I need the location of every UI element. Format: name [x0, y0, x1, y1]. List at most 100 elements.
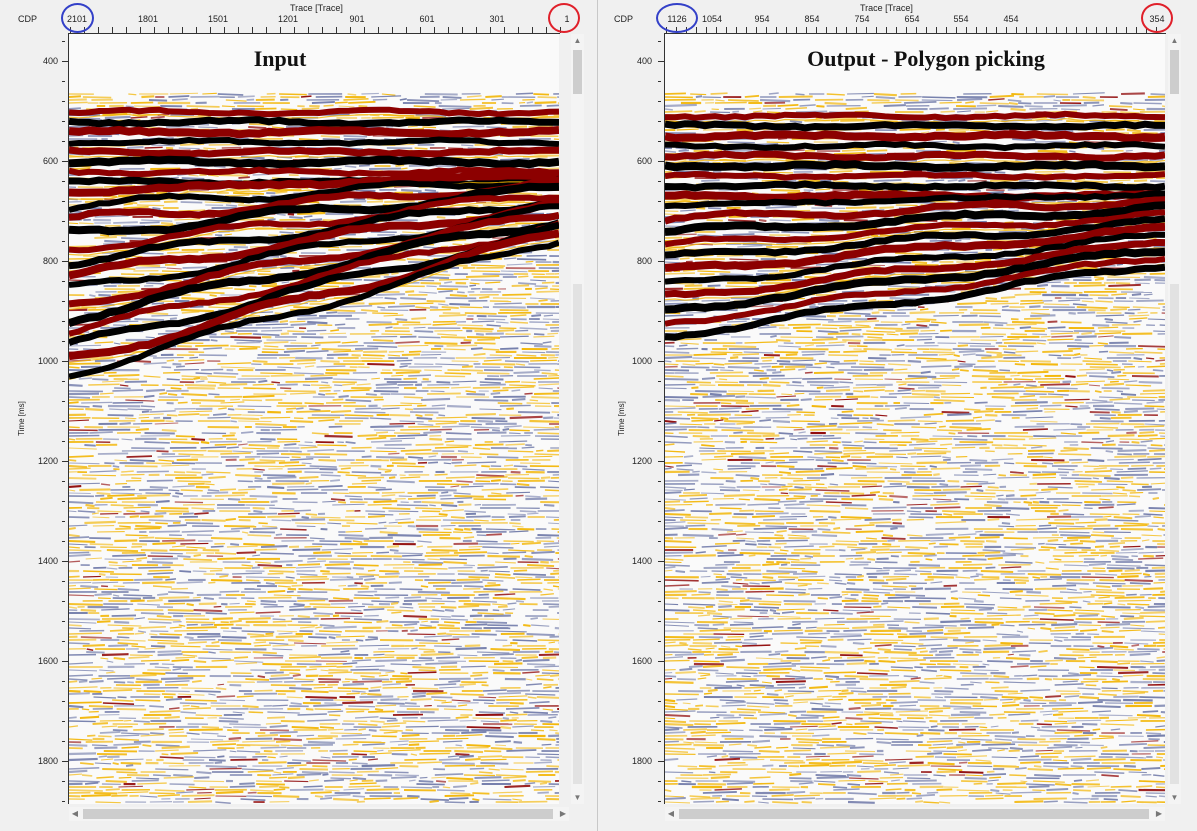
tick-mark [196, 27, 197, 33]
x-axis-title: Trace [Trace] [290, 3, 343, 13]
tick-mark [1086, 27, 1087, 33]
input-panel: CDP Trace [Trace] 2101 1801 1501 1201 90… [0, 0, 597, 831]
vertical-scrollbar[interactable]: ▲ ▼ [571, 34, 584, 804]
up-arrow-icon[interactable]: ▲ [1170, 36, 1179, 45]
tick-mark [658, 201, 661, 202]
left-arrow-icon[interactable]: ◀ [71, 809, 79, 818]
up-arrow-icon[interactable]: ▲ [573, 36, 582, 45]
tick-mark [62, 521, 65, 522]
x-tick-label: 1201 [277, 14, 299, 24]
tick-mark [696, 27, 697, 33]
tick-mark [856, 27, 857, 33]
tick-mark [1036, 27, 1037, 33]
tick-mark [826, 27, 827, 33]
tick-mark [756, 27, 757, 33]
tick-mark [796, 27, 797, 33]
tick-mark [546, 27, 547, 33]
left-arrow-icon[interactable]: ◀ [667, 809, 675, 818]
tick-mark [62, 301, 65, 302]
tick-mark [62, 381, 65, 382]
tick-mark [62, 461, 68, 462]
red-annotation-circle [548, 3, 580, 33]
tick-mark [658, 221, 661, 222]
tick-mark [658, 361, 664, 362]
right-arrow-icon[interactable]: ▶ [559, 809, 567, 818]
tick-mark [658, 581, 661, 582]
tick-mark [658, 601, 661, 602]
panel-divider[interactable] [597, 0, 598, 831]
y-tick-label: 600 [42, 156, 58, 166]
tick-mark [658, 741, 661, 742]
y-tick-label: 1800 [37, 756, 58, 766]
tick-mark [1096, 27, 1097, 33]
tick-mark [238, 27, 239, 33]
tick-mark [1106, 27, 1107, 33]
scrollbar-thumb[interactable] [1170, 50, 1179, 94]
tick-mark [876, 27, 877, 33]
tick-mark [62, 201, 65, 202]
tick-mark [62, 161, 68, 162]
scrollbar-track[interactable] [573, 284, 582, 784]
x-tick-label: 754 [854, 14, 870, 24]
y-tick-label: 1600 [631, 656, 652, 666]
y-axis-title: Time [ms] [16, 401, 26, 436]
tick-mark [280, 27, 281, 33]
tick-mark [62, 781, 65, 782]
tick-mark [1116, 27, 1117, 33]
tick-mark [62, 601, 65, 602]
tick-mark [1076, 27, 1077, 33]
tick-mark [658, 381, 661, 382]
plot-title: Input [253, 46, 307, 71]
right-arrow-icon[interactable]: ▶ [1155, 809, 1163, 818]
down-arrow-icon[interactable]: ▼ [1170, 793, 1179, 802]
tick-mark [716, 27, 717, 33]
tick-mark [62, 341, 65, 342]
x-tick-label: 954 [754, 14, 770, 24]
tick-mark [62, 721, 65, 722]
seismic-section-output[interactable] [665, 34, 1165, 804]
tick-mark [658, 61, 664, 62]
vertical-scrollbar[interactable]: ▲ ▼ [1168, 34, 1181, 804]
tick-mark [946, 27, 947, 33]
x-tick-label: 554 [953, 14, 969, 24]
seismic-section-input[interactable] [69, 34, 559, 804]
tick-mark [658, 521, 661, 522]
tick-mark [62, 641, 65, 642]
horizontal-scrollbar[interactable]: ◀ ▶ [69, 807, 569, 821]
down-arrow-icon[interactable]: ▼ [573, 793, 582, 802]
tick-mark [846, 27, 847, 33]
tick-mark [658, 421, 661, 422]
tick-mark [658, 401, 661, 402]
x-axis-line [664, 33, 1166, 34]
tick-mark [658, 461, 664, 462]
tick-mark [658, 541, 661, 542]
tick-mark [1056, 27, 1057, 33]
tick-mark [308, 27, 309, 33]
tick-mark [658, 81, 661, 82]
y-tick-label: 1000 [631, 356, 652, 366]
horizontal-scrollbar[interactable]: ◀ ▶ [665, 807, 1165, 821]
tick-mark [966, 27, 967, 33]
tick-mark [1026, 27, 1027, 33]
tick-mark [658, 561, 664, 562]
x-tick-label: 301 [489, 14, 505, 24]
y-tick-label: 1200 [37, 456, 58, 466]
scrollbar-thumb[interactable] [679, 809, 1149, 819]
tick-mark [62, 281, 65, 282]
tick-mark [658, 341, 661, 342]
tick-mark [658, 701, 661, 702]
tick-mark [532, 27, 533, 33]
scrollbar-track[interactable] [1170, 284, 1179, 784]
y-axis-title: Time [ms] [616, 401, 626, 436]
tick-mark [62, 261, 68, 262]
tick-mark [736, 27, 737, 33]
tick-mark [434, 27, 435, 33]
tick-mark [62, 221, 65, 222]
tick-mark [658, 641, 661, 642]
tick-mark [140, 27, 141, 33]
tick-mark [62, 101, 65, 102]
x-tick-label: 601 [419, 14, 435, 24]
tick-mark [1006, 27, 1007, 33]
scrollbar-thumb[interactable] [83, 809, 553, 819]
scrollbar-thumb[interactable] [573, 50, 582, 94]
